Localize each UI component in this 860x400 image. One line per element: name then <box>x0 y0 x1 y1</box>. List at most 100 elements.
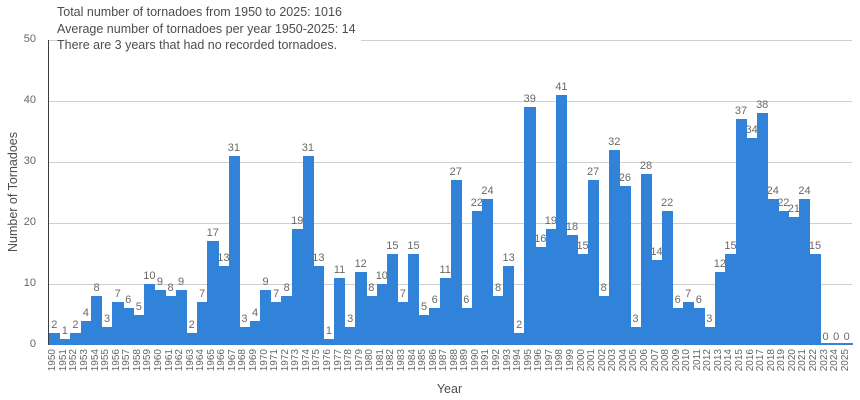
bar-value-label-1977: 11 <box>333 263 346 276</box>
x-tick-label-1950: 1950 <box>47 349 59 372</box>
bar-value-label-2015: 37 <box>734 105 748 118</box>
bar-2020 <box>788 216 800 345</box>
bar-2024 <box>830 343 843 345</box>
bar-value-label-1975: 13 <box>312 251 325 264</box>
bar-1981 <box>376 284 388 345</box>
bar-1973 <box>292 229 304 345</box>
bar-value-label-1956: 7 <box>114 288 121 301</box>
bar-value-label-1964: 7 <box>199 288 206 301</box>
bar-value-label-2014: 15 <box>724 239 737 252</box>
x-tick-label-1987: 1987 <box>438 349 450 372</box>
bar-value-label-1951: 1 <box>61 324 68 337</box>
x-axis: 1950 1951 1952 1953 1954 1955 1956 1957 1958 1959… <box>47 347 851 381</box>
bar-value-label-1958: 5 <box>135 300 142 313</box>
bar-1999 <box>566 235 578 345</box>
gridline-30 <box>49 162 852 163</box>
bar-1974 <box>302 155 314 345</box>
bar-value-label-1959: 10 <box>143 270 156 282</box>
bar-1979 <box>355 271 367 345</box>
bar-value-label-1972: 8 <box>283 282 290 295</box>
bar-1962 <box>175 290 187 345</box>
x-tick-label-1966: 1966 <box>216 349 228 372</box>
bar-2007 <box>651 259 663 345</box>
x-tick-label-1976: 1976 <box>321 349 333 372</box>
bar-value-label-1991: 24 <box>481 184 494 197</box>
bar-1977 <box>334 277 346 345</box>
y-tick-label-50: 50 <box>23 33 36 45</box>
x-tick-label-1961: 1961 <box>163 349 175 372</box>
x-tick-label-2025: 2025 <box>839 349 851 372</box>
bar-value-label-1974: 31 <box>301 141 314 154</box>
bar-value-label-2013: 12 <box>713 257 727 270</box>
bar-value-label-2020: 21 <box>787 202 800 215</box>
bar-2011 <box>693 308 705 345</box>
bar-1988 <box>450 180 462 345</box>
bar-value-label-2025: 0 <box>843 331 850 343</box>
x-tick-label-2015: 2015 <box>734 349 746 372</box>
x-tick-label-2001: 2001 <box>586 349 598 372</box>
bar-value-label-1969: 4 <box>251 306 259 319</box>
x-tick-label-1973: 1973 <box>290 349 302 372</box>
bar-1965 <box>207 241 219 345</box>
bar-1964 <box>196 302 209 345</box>
bar-value-label-1967: 31 <box>227 141 241 154</box>
bar-1984 <box>408 253 420 345</box>
bar-1978 <box>344 326 356 345</box>
bar-value-label-1990: 22 <box>470 196 484 209</box>
x-tick-label-2022: 2022 <box>808 349 820 372</box>
bar-value-label-1995: 39 <box>523 93 536 106</box>
bar-value-label-2023: 0 <box>822 331 829 343</box>
bar-1959 <box>144 284 156 345</box>
bar-value-label-2003: 32 <box>608 135 621 148</box>
x-tick-label-1960: 1960 <box>152 349 164 372</box>
bar-1970 <box>260 290 272 345</box>
x-tick-label-1957: 1957 <box>121 349 133 372</box>
y-tick-label-40: 40 <box>23 94 36 106</box>
y-tick-label-20: 20 <box>23 216 36 228</box>
gridline-40 <box>49 101 852 102</box>
x-tick-label-2024: 2024 <box>829 349 841 372</box>
bar-1958 <box>133 314 145 345</box>
bar-1966 <box>218 265 230 345</box>
x-tick-label-2017: 2017 <box>755 349 767 372</box>
x-tick-label-1969: 1969 <box>248 349 260 372</box>
bar-value-label-1983: 7 <box>399 288 407 301</box>
bar-2022 <box>809 253 821 345</box>
bar-1963 <box>186 332 198 345</box>
bar-value-label-2016: 34 <box>745 123 758 136</box>
x-tick-label-1982: 1982 <box>385 349 397 372</box>
bar-value-label-1992: 8 <box>494 282 502 295</box>
bar-2010 <box>682 302 695 345</box>
x-tick-label-1955: 1955 <box>100 349 112 372</box>
x-tick-label-2012: 2012 <box>702 349 714 372</box>
bar-1997 <box>545 229 557 345</box>
bar-1957 <box>122 308 135 345</box>
bar-value-label-1987: 11 <box>439 263 451 276</box>
bar-1954 <box>91 296 103 345</box>
bar-value-label-1998: 41 <box>555 80 568 93</box>
bar-value-label-1970: 9 <box>262 276 269 289</box>
bar-1968 <box>239 326 251 345</box>
bar-value-label-1961: 8 <box>167 282 174 295</box>
bar-1989 <box>461 308 473 345</box>
bar-2016 <box>746 137 758 345</box>
bar-1953 <box>80 320 92 345</box>
bar-2000 <box>577 253 589 345</box>
bar-value-label-1950: 2 <box>51 318 58 331</box>
bar-1969 <box>249 320 261 345</box>
bar-2002 <box>598 296 610 345</box>
bar-2008 <box>661 210 673 345</box>
bar-value-label-1982: 15 <box>386 239 399 252</box>
bar-value-label-1965: 17 <box>206 227 219 240</box>
bar-2015 <box>735 119 747 345</box>
x-tick-label-2010: 2010 <box>681 349 693 372</box>
bar-value-label-2001: 27 <box>587 166 600 179</box>
bar-value-label-1984: 15 <box>407 239 420 252</box>
x-tick-label-1959: 1959 <box>142 349 154 372</box>
x-tick-label-1999: 1999 <box>565 349 576 372</box>
bar-value-label-1989: 6 <box>463 294 470 307</box>
x-tick-label-1964: 1964 <box>195 349 207 372</box>
bar-2013 <box>714 271 726 345</box>
bar-value-label-1962: 9 <box>178 276 185 289</box>
